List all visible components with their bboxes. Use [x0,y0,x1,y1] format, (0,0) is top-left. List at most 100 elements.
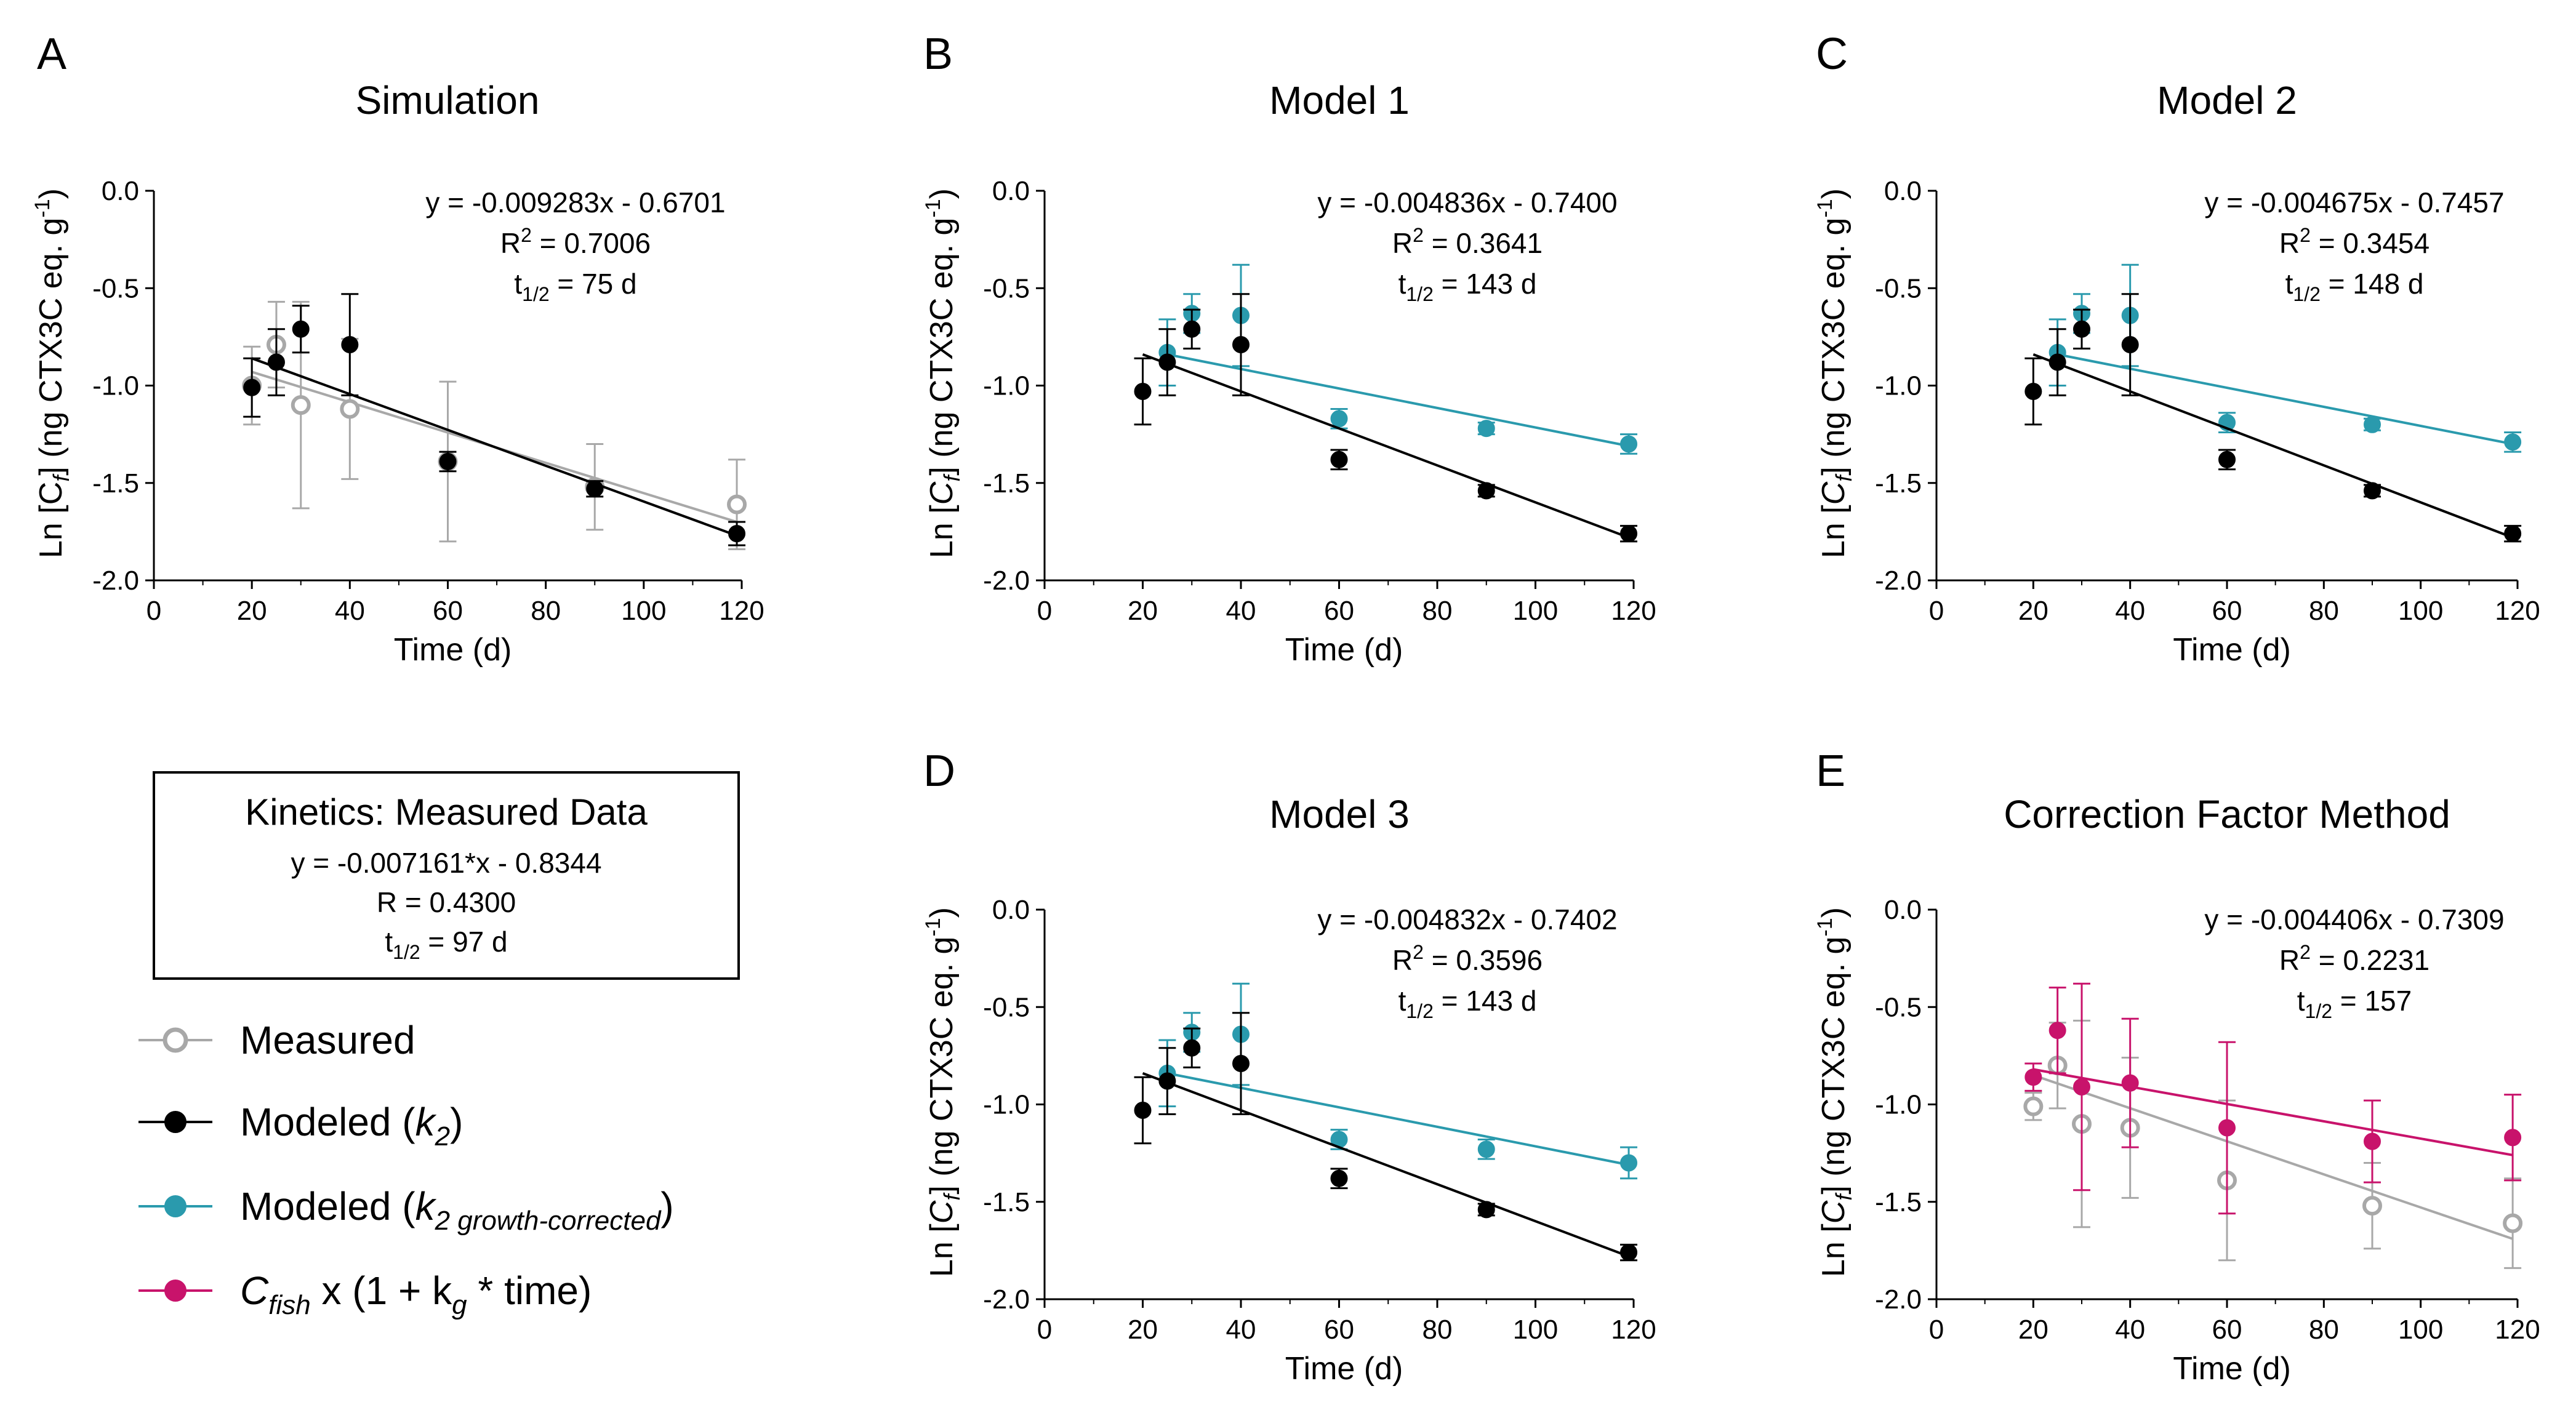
fit-line [1142,1072,1629,1258]
series-modeled_k2 [1134,1012,1638,1262]
data-point [2023,1096,2044,1116]
data-point [1330,1169,1348,1187]
r2-value: = 0.7006 [532,227,651,259]
half-value: = 143 d [1434,985,1537,1017]
data-point [1477,1201,1495,1219]
data-point [1620,435,1638,453]
ylabel-bracket: [ [924,1224,960,1241]
x-tick-label: 0 [1037,1315,1052,1345]
ylabel-variable: C [924,481,960,505]
data-point [586,480,604,498]
y-tick-label: -0.5 [983,273,1030,303]
data-point [1477,482,1495,500]
half-value: = 148 d [2321,268,2424,300]
x-tick-label: 60 [1324,596,1354,626]
fit-equation: y = -0.004836x - 0.7400 [1317,186,1617,218]
x-tick-label: 80 [2309,1315,2339,1345]
panel-title: Model 3 [1269,792,1410,836]
half-subscript: 1/2 [522,283,549,305]
data-point [2503,1213,2523,1233]
r2-value: = 0.2231 [2311,944,2430,976]
data-point [1330,451,1348,468]
fit-equation: y = -0.004675x - 0.7457 [2204,186,2504,218]
data-point [2073,1078,2090,1096]
r2-value: = 0.3596 [1424,944,1543,976]
legend-italic: k [415,1100,437,1144]
r-squared: R2 = 0.7006 [500,224,651,259]
x-tick-label: 100 [621,596,666,626]
summary-title: Kinetics: Measured Data [245,791,648,833]
summary-box-border [153,771,740,980]
x-tick-label: 80 [531,596,561,626]
legend-marker [164,1195,187,1217]
data-point [1183,320,1201,338]
ylabel-close: ) [924,188,960,199]
data-point [2073,320,2090,338]
data-point [2048,353,2066,371]
y-tick-label: -0.5 [92,273,139,303]
y-tick-label: 0.0 [992,176,1030,206]
y-tick-label: -1.5 [983,1187,1030,1217]
summary-half-life: t1/2 = 97 d [385,926,507,963]
panel-title: Model 1 [1269,78,1410,122]
y-tick-label: -1.0 [92,371,139,401]
y-tick-label: -2.0 [92,566,139,596]
data-point [1232,336,1250,354]
half-life: t1/2 = 157 [2297,985,2412,1022]
x-tick-label: 120 [1611,596,1656,626]
data-point [2364,482,2381,500]
legend-label: Modeled (k2) [240,1100,463,1152]
half-subscript: 1/2 [2293,283,2320,305]
summary-half-value: = 97 d [420,926,508,958]
data-point [2048,1022,2066,1039]
x-tick-label: 120 [2495,596,2540,626]
legend-text: Modeled ( [240,1100,415,1144]
y-tick-label: -1.0 [1875,371,1922,401]
ylabel-variable: C [1816,481,1852,505]
ylabel-variable: C [924,1200,960,1224]
y-tick-label: -1.0 [983,1090,1030,1120]
panel-a-simulation: A Simulation 0 20 40 60 80 100 120 0.0 -0.5 -1.0 -1.… [31,30,764,668]
x-tick-label: 80 [2309,596,2339,626]
y-tick-label: -1.5 [1875,468,1922,499]
y-tick-label: -1.5 [1875,1187,1922,1217]
data-point [341,336,359,354]
ylabel-close: ) [1816,907,1852,918]
data-point [267,353,285,371]
fit-line [1166,1072,1629,1166]
half-prefix: t [2285,268,2293,300]
ylabel-bracket: [ [1816,505,1852,523]
ylabel-close: ) [33,188,69,199]
x-tick-label: 20 [237,596,267,626]
fit-line [1166,353,1629,447]
data-point [2364,1132,2381,1150]
ylabel-bracket: ] [1816,1177,1852,1195]
r2-exponent: 2 [1413,224,1424,246]
half-subscript: 1/2 [1406,1000,1433,1022]
data-point [2024,1068,2042,1086]
half-prefix: t [1398,985,1406,1017]
x-tick-label: 120 [719,596,764,626]
summary-half-sub: 1/2 [393,941,420,963]
y-tick-label: -2.0 [1875,566,1922,596]
x-tick-label: 80 [1422,1315,1453,1345]
y-tick-label: -0.5 [1875,273,1922,303]
data-point [1158,353,1176,371]
data-point [1183,1039,1201,1057]
fit-line [2032,353,2513,539]
y-tick-label: -0.5 [1875,992,1922,1022]
summary-half-prefix: t [385,926,393,958]
r2-prefix: R [1392,227,1413,259]
data-point [1477,1140,1495,1158]
data-point [1232,1055,1250,1073]
data-point [2362,1196,2382,1216]
legend-item-growth_corrected: Modeled (k2 growth-corrected) [138,1184,674,1236]
legend-tail-subscript: g [452,1290,467,1320]
ylabel-close: ) [924,907,960,918]
r2-value: = 0.3641 [1424,227,1543,259]
fit-equation: y = -0.009283x - 0.6701 [425,186,725,218]
x-tick-label: 100 [1513,1315,1558,1345]
r2-exponent: 2 [1413,941,1424,963]
x-tick-label: 40 [2115,596,2145,626]
ylabel-exponent: -1 [31,199,54,217]
